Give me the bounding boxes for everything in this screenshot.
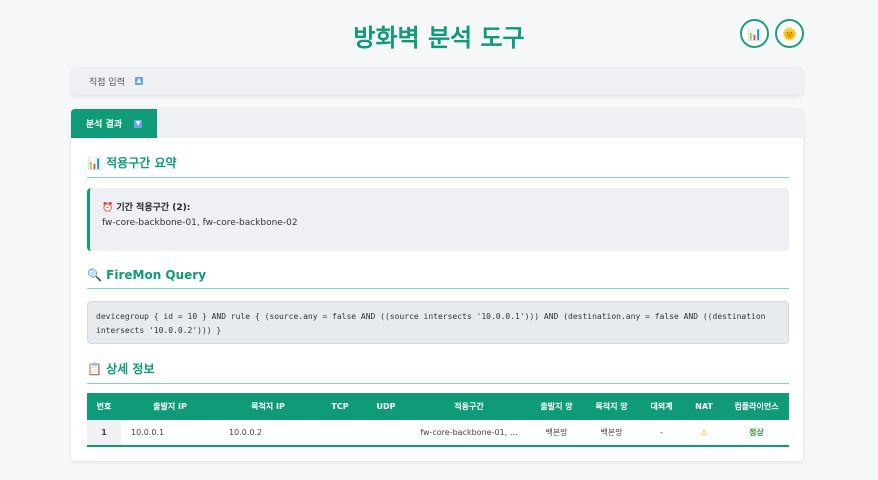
details-table: 번호 출발지 IP 목적지 IP TCP UDP 적용구간 출발지 망 목적지 … [87,393,789,447]
expand-icon: ▲ [134,77,143,85]
chart-icon: 📊 [747,26,762,41]
cell-src-ip: 10.0.0.1 [121,420,219,447]
cell-udp [363,420,409,447]
direct-input-label: 직접 입력 [89,77,125,88]
col-nat: NAT [684,393,724,420]
bar-chart-icon: 📊 [87,156,102,170]
col-no: 번호 [87,393,121,420]
cell-dst-net: 백본망 [584,420,639,447]
chart-button[interactable]: 📊 [740,19,769,48]
clipboard-icon: 📋 [87,362,102,376]
table-row: 1 10.0.0.1 10.0.0.2 fw-core-backbone-01,… [87,420,789,447]
theme-toggle-button[interactable]: 🌞 [775,19,804,48]
cell-src-net: 백본망 [529,420,584,447]
results-panel: 분석 결과 ▼ 📊 적용구간 요약 ⏰ 기간 적용구간 (2): fw-core… [71,109,803,461]
magnifier-icon: 🔍 [87,268,102,282]
collapse-icon: ▼ [134,119,143,128]
tab-label: 분석 결과 [85,120,123,130]
cell-no: 1 [87,420,121,447]
col-tcp: TCP [317,393,363,420]
summary-box: ⏰ 기간 적용구간 (2): fw-core-backbone-01, fw-c… [87,188,789,251]
compliance-status: 정상 [724,420,789,447]
col-src-net: 출발지 망 [529,393,584,420]
col-dst-net: 목적지 망 [584,393,639,420]
col-compliance: 컴플라이언스 [724,393,789,420]
col-src-ip: 출발지 IP [121,393,219,420]
cell-tcp [317,420,363,447]
col-udp: UDP [363,393,409,420]
query-heading: 🔍 FireMon Query [87,268,789,289]
warning-icon: ⚠ [684,420,724,447]
page-title: 방화벽 분석 도구 [353,24,525,52]
cell-external: - [639,420,684,447]
summary-box-title: 기간 적용구간 (2): [116,203,191,213]
alarm-clock-icon: ⏰ [102,203,114,213]
details-heading: 📋 상세 정보 [87,360,789,384]
col-external: 대외계 [639,393,684,420]
summary-heading: 📊 적용구간 요약 [87,154,789,178]
direct-input-toggle[interactable]: 직접 입력 ▲ [71,67,803,95]
sun-icon: 🌞 [782,26,797,41]
col-dst-ip: 목적지 IP [219,393,317,420]
col-zone: 적용구간 [409,393,529,420]
summary-box-text: fw-core-backbone-01, fw-core-backbone-02 [102,218,298,228]
cell-zone: fw-core-backbone-01, … [409,420,529,447]
cell-dst-ip: 10.0.0.2 [219,420,317,447]
firemon-query-text[interactable]: devicegroup { id = 10 } AND rule { (sour… [87,301,789,344]
tab-analysis-results[interactable]: 분석 결과 ▼ [71,109,157,138]
